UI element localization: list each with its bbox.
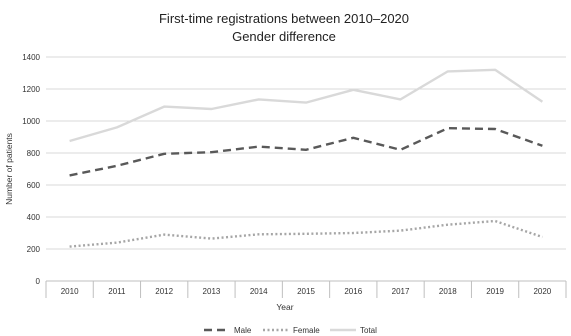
series-line-total [69, 68, 544, 143]
x-tick-label: 2012 [155, 287, 173, 296]
y-tick-label: 1000 [22, 117, 40, 126]
y-tick-label: 200 [27, 245, 41, 254]
y-tick-label: 0 [36, 277, 41, 286]
chart-title: First-time registrations between 2010–20… [159, 11, 409, 26]
gridlines [46, 56, 566, 282]
legend-label-male: Male [234, 326, 252, 335]
y-tick-label: 600 [27, 181, 41, 190]
x-tick-label: 2020 [533, 287, 551, 296]
y-axis-label: Number of patients [4, 133, 14, 205]
x-tick-label: 2013 [203, 287, 221, 296]
y-axis-ticks: 0 200 400 600 800 1000 1200 1400 [22, 53, 40, 286]
series-line-female [69, 219, 543, 248]
x-tick-label: 2014 [250, 287, 268, 296]
legend-label-total: Total [360, 326, 377, 335]
x-axis: 2010 2011 2012 2013 2014 2015 2016 2017 2018 2019… [45, 281, 567, 298]
chart-subtitle: Gender difference [232, 29, 336, 44]
x-tick-label: 2019 [486, 287, 504, 296]
legend: Male Female Total [204, 326, 377, 335]
legend-label-female: Female [293, 326, 320, 335]
y-tick-label: 400 [27, 213, 41, 222]
x-axis-label: Year [276, 302, 293, 312]
x-tick-label: 2017 [392, 287, 410, 296]
y-tick-label: 1200 [22, 85, 40, 94]
x-tick-label: 2010 [61, 287, 79, 296]
x-tick-label: 2016 [344, 287, 362, 296]
x-tick-label: 2011 [108, 287, 126, 296]
x-tick-label: 2015 [297, 287, 315, 296]
series-lines [69, 68, 544, 248]
y-tick-label: 1400 [22, 53, 40, 62]
x-tick-label: 2018 [439, 287, 457, 296]
y-tick-label: 800 [27, 149, 41, 158]
series-line-male [69, 126, 543, 177]
